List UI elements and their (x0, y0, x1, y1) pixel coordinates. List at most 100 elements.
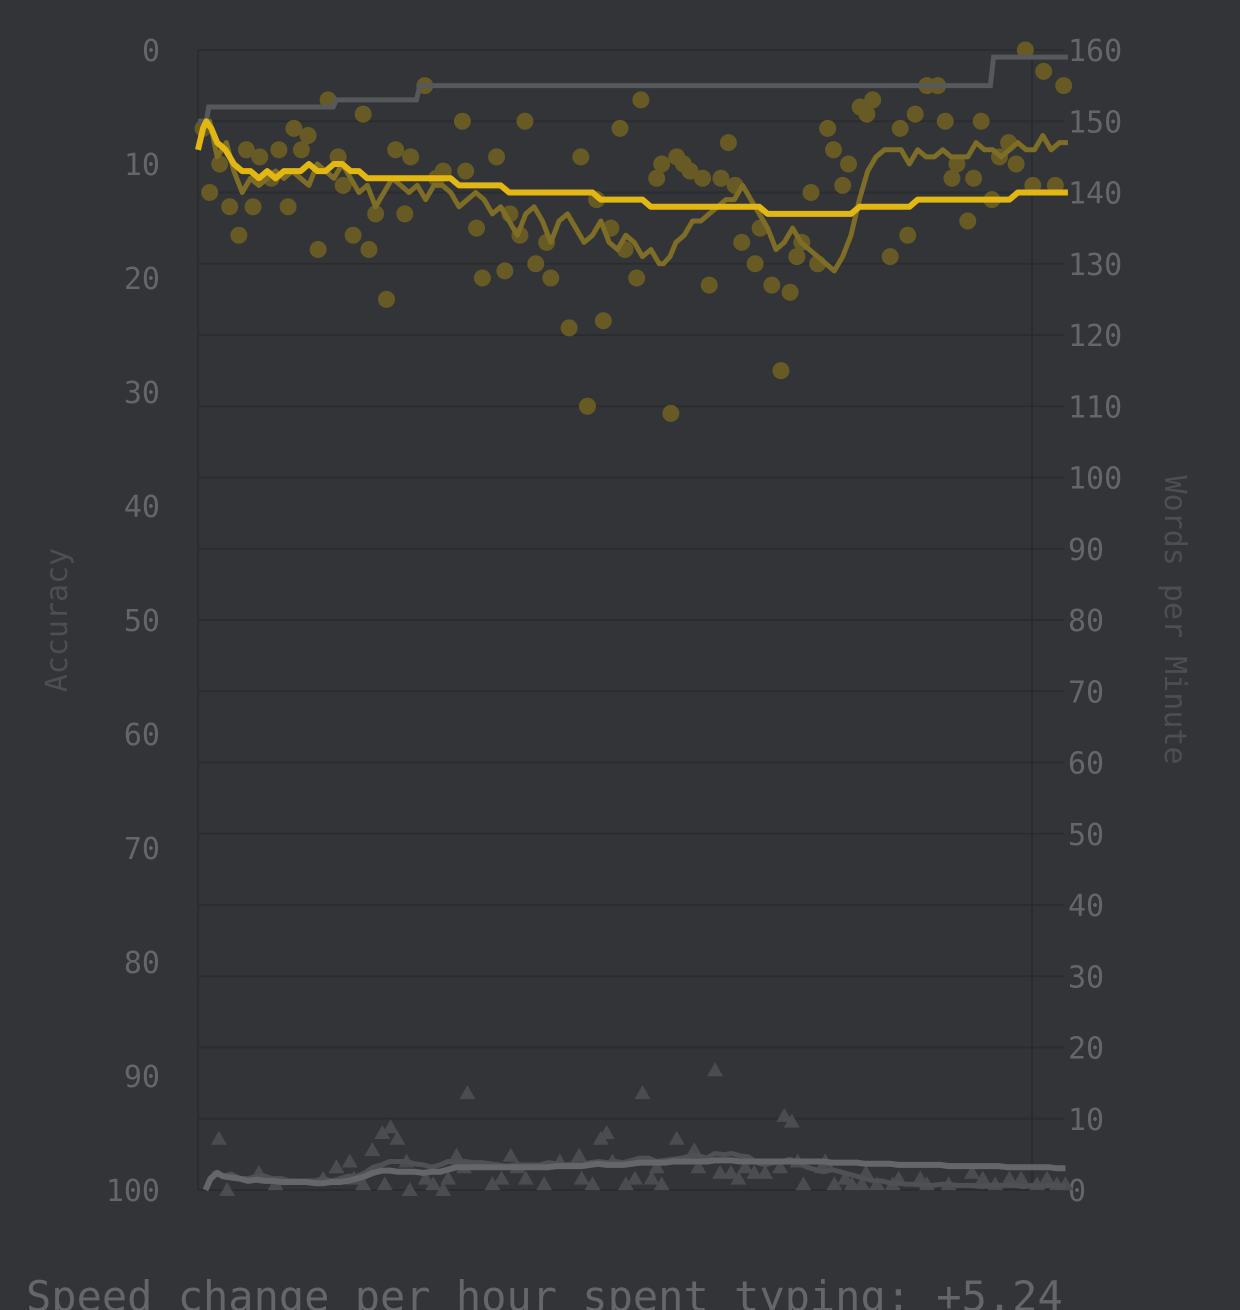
accuracy-point (425, 1176, 442, 1191)
wpm-point (965, 169, 983, 187)
left-axis-tick-label: 20 (124, 262, 160, 297)
wpm-point (700, 276, 718, 294)
accuracy-point (364, 1142, 381, 1157)
accuracy-point (853, 1176, 870, 1191)
accuracy-point (374, 1125, 391, 1139)
accuracy-point (826, 1176, 843, 1191)
wpm-point (402, 148, 420, 166)
wpm-point (594, 312, 612, 330)
accuracy-point (389, 1130, 406, 1145)
accuracy-point (484, 1176, 501, 1191)
accuracy-point (617, 1176, 634, 1191)
right-axis-tick-label: 130 (1068, 248, 1122, 283)
wpm-point (648, 169, 666, 187)
wpm-point (367, 205, 385, 223)
right-axis-tick-label: 30 (1068, 960, 1104, 995)
accuracy-avg10-line (203, 1151, 1066, 1192)
accuracy-point (737, 1159, 754, 1174)
wpm-point (1016, 41, 1034, 59)
wpm-point (834, 176, 852, 194)
accuracy-point (653, 1176, 670, 1191)
left-axis-tick-label: 10 (124, 148, 160, 183)
right-axis-tick-label: 20 (1068, 1032, 1104, 1067)
wpm-point (1035, 62, 1053, 80)
wpm-point (840, 155, 858, 173)
accuracy-point (502, 1147, 519, 1162)
wpm-point (948, 155, 966, 173)
wpm-point (270, 141, 288, 159)
wpm-point (972, 112, 990, 130)
accuracy-point (843, 1176, 860, 1191)
accuracy-point (707, 1062, 724, 1077)
accuracy-point (772, 1159, 789, 1174)
accuracy-point (795, 1176, 812, 1191)
wpm-avg10-line (195, 118, 1068, 274)
wpm-point (632, 91, 650, 109)
wpm-point (611, 119, 629, 137)
wpm-point (251, 148, 269, 166)
right-axis-tick-label: 0 (1068, 1174, 1086, 1209)
wpm-point (628, 269, 646, 287)
left-axis-tick-label: 40 (124, 490, 160, 525)
accuracy-point (328, 1159, 345, 1174)
wpm-point (899, 226, 917, 244)
accuracy-point (643, 1170, 660, 1185)
wpm-point (906, 105, 924, 123)
accuracy-point (376, 1176, 393, 1191)
left-axis-tick-label: 80 (124, 946, 160, 981)
wpm-point (719, 134, 737, 152)
accuracy-point (1039, 1170, 1056, 1185)
wpm-point (473, 269, 491, 287)
wpm-point (864, 91, 882, 109)
right-axis-tick-label: 110 (1068, 390, 1122, 425)
accuracy-point (448, 1147, 465, 1162)
left-axis-tick-label: 60 (124, 718, 160, 753)
wpm-avg100-line (195, 118, 1068, 217)
accuracy-point (517, 1170, 534, 1185)
left-axis-tick-label: 90 (124, 1060, 160, 1095)
wpm-point (396, 205, 414, 223)
left-axis-tick-label: 70 (124, 832, 160, 867)
right-axis-tick-label: 80 (1068, 604, 1104, 639)
wpm-point (354, 105, 372, 123)
accuracy-point (598, 1125, 615, 1139)
wpm-point (527, 255, 545, 273)
wpm-point (488, 148, 506, 166)
wpm-point (802, 184, 820, 201)
accuracy-point (493, 1170, 510, 1185)
accuracy-point (648, 1159, 665, 1174)
wpm-point (237, 141, 255, 159)
accuracy-point (963, 1164, 980, 1179)
wpm-point (712, 169, 730, 187)
accuracy-point (686, 1142, 703, 1157)
right-axis-title: Words per Minute (1157, 476, 1192, 765)
wpm-point (763, 276, 781, 294)
wpm-point (542, 269, 560, 287)
history-chart-svg: 0 10 20 30 40 50 60 70 80 90 100 0 10 20 30 40 50 60 70 80 9… (40, 34, 1192, 1209)
wpm-point (221, 198, 239, 216)
accuracy-point (417, 1170, 434, 1185)
right-axis-tick-label: 100 (1068, 462, 1122, 497)
wpm-point (344, 226, 362, 244)
wpm-point (681, 162, 699, 180)
wpm-point (1007, 155, 1025, 173)
accuracy-point (573, 1170, 590, 1185)
accuracy-point (757, 1164, 774, 1179)
accuracy-point (776, 1107, 793, 1122)
wpm-point (772, 362, 790, 380)
left-axis-tick-label: 30 (124, 376, 160, 411)
right-axis-tick-label: 60 (1068, 747, 1104, 782)
accuracy-point (746, 1164, 763, 1179)
wpm-point (1055, 77, 1073, 95)
left-axis-title: Accuracy (40, 548, 75, 693)
wpm-point (858, 105, 876, 123)
accuracy-point (627, 1170, 644, 1185)
accuracy-point (722, 1164, 739, 1179)
pb-wpm-step-line (198, 54, 1068, 124)
wpm-point (201, 184, 219, 201)
wpm-point (496, 262, 514, 280)
right-axis-tick-label: 160 (1068, 34, 1122, 69)
wpm-point (881, 248, 899, 266)
wpm-point (560, 319, 578, 337)
